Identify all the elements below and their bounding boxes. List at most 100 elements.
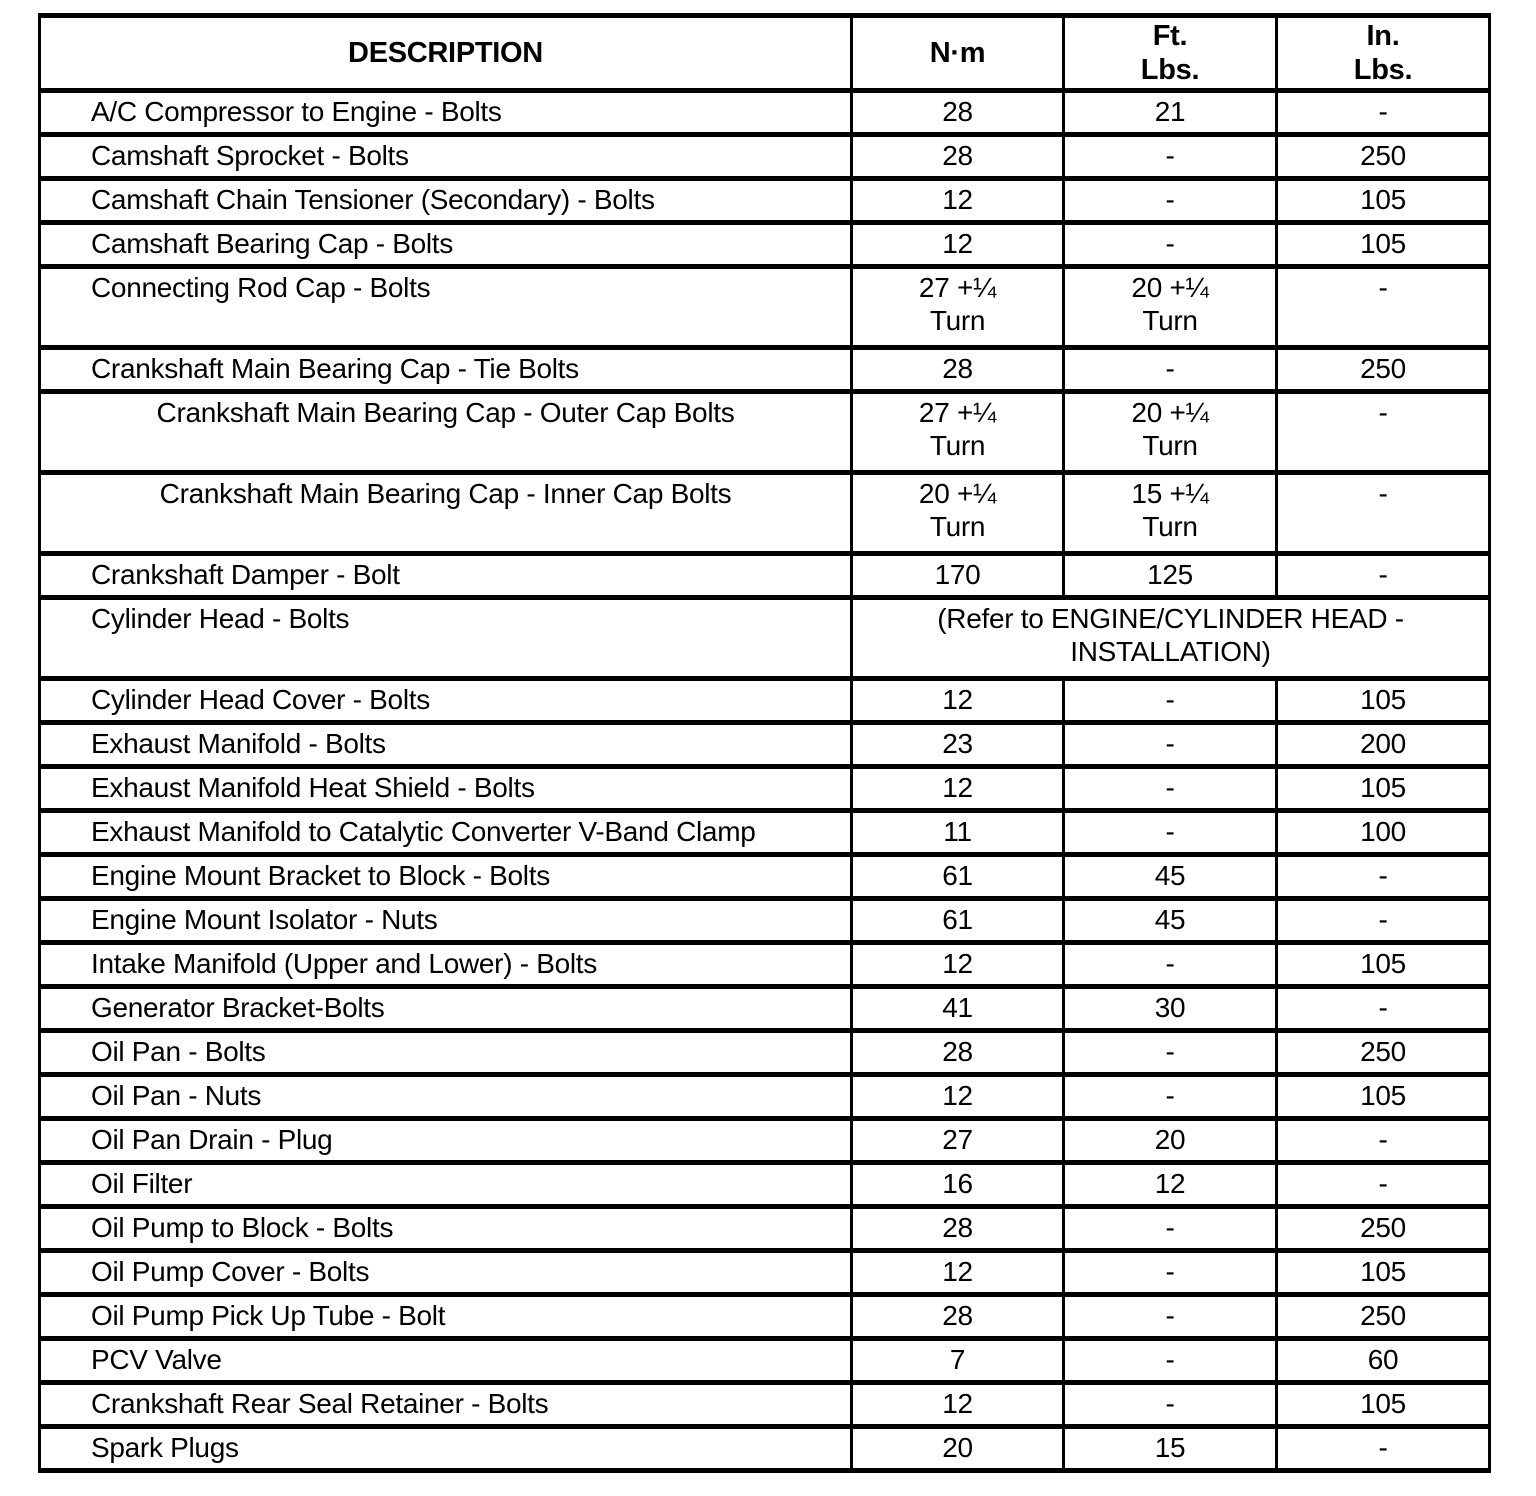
nm-value-cell: 20 bbox=[850, 1424, 1065, 1473]
nm-value-cell: 27 +¼ Turn bbox=[850, 264, 1065, 350]
nm-value-cell: 16 bbox=[850, 1160, 1065, 1209]
table-row: Oil Pump to Block - Bolts 28-250 bbox=[38, 1204, 1491, 1253]
nm-value-cell: 12 bbox=[850, 1380, 1065, 1429]
nm-value-cell: 20 +¼ Turn bbox=[850, 470, 1065, 556]
table-row: Connecting Rod Cap - Bolts 27 +¼ Turn 20 +… bbox=[38, 264, 1491, 350]
description-cell: Engine Mount Isolator - Nuts bbox=[38, 896, 853, 945]
in-value-cell: 105 bbox=[1275, 220, 1491, 269]
description-cell: Cylinder Head Cover - Bolts bbox=[38, 676, 853, 725]
ft-value-cell: - bbox=[1062, 676, 1278, 725]
ft-value-cell: - bbox=[1062, 1072, 1278, 1121]
table-row: Oil Pump Pick Up Tube - Bolt 28-250 bbox=[38, 1292, 1491, 1341]
table-row: Crankshaft Main Bearing Cap - Tie Bolts 2… bbox=[38, 345, 1491, 394]
nm-value-cell: 28 bbox=[850, 1028, 1065, 1077]
nm-value-cell: 12 bbox=[850, 1248, 1065, 1297]
in-value-cell: - bbox=[1275, 1160, 1491, 1209]
description-cell: Crankshaft Main Bearing Cap - Outer Cap … bbox=[38, 389, 853, 475]
header-row: DESCRIPTION N·m Ft. Lbs. In. Lbs. bbox=[38, 13, 1491, 93]
in-value-cell: 60 bbox=[1275, 1336, 1491, 1385]
table-row: Intake Manifold (Upper and Lower) - Bolt… bbox=[38, 940, 1491, 989]
table-row: Engine Mount Bracket to Block - Bolts 61 4… bbox=[38, 852, 1491, 901]
description-cell: Generator Bracket-Bolts bbox=[38, 984, 853, 1033]
in-value-cell: - bbox=[1275, 852, 1491, 901]
in-value-cell: - bbox=[1275, 470, 1491, 556]
description-cell: Crankshaft Rear Seal Retainer - Bolts bbox=[38, 1380, 853, 1429]
nm-value-cell: 41 bbox=[850, 984, 1065, 1033]
ft-value-cell: 20 +¼ Turn bbox=[1062, 389, 1278, 475]
description-cell: Cylinder Head - Bolts bbox=[38, 595, 853, 681]
description-cell: A/C Compressor to Engine - Bolts bbox=[38, 88, 853, 137]
description-cell: Exhaust Manifold Heat Shield - Bolts bbox=[38, 764, 853, 813]
ft-value-cell: - bbox=[1062, 345, 1278, 394]
table-row: Crankshaft Damper - Bolt 170 125- bbox=[38, 551, 1491, 600]
table-row: Crankshaft Rear Seal Retainer - Bolts 12-… bbox=[38, 1380, 1491, 1429]
nm-value-cell: 28 bbox=[850, 1204, 1065, 1253]
table-row: Oil Pump Cover - Bolts 12-105 bbox=[38, 1248, 1491, 1297]
in-value-cell: 105 bbox=[1275, 940, 1491, 989]
description-cell: Exhaust Manifold to Catalytic Converter … bbox=[38, 808, 853, 857]
ft-value-cell: - bbox=[1062, 132, 1278, 181]
nm-value-cell: 11 bbox=[850, 808, 1065, 857]
description-cell: Oil Pump to Block - Bolts bbox=[38, 1204, 853, 1253]
in-value-cell: 105 bbox=[1275, 1072, 1491, 1121]
ft-value-cell: - bbox=[1062, 1248, 1278, 1297]
in-value-cell: 105 bbox=[1275, 676, 1491, 725]
table-row: A/C Compressor to Engine - Bolts 28 21- bbox=[38, 88, 1491, 137]
table-row: PCV Valve 7-60 bbox=[38, 1336, 1491, 1385]
table-row: Oil Pan - Bolts 28-250 bbox=[38, 1028, 1491, 1077]
nm-value-cell: 28 bbox=[850, 132, 1065, 181]
in-value-cell: - bbox=[1275, 88, 1491, 137]
nm-value-cell: 61 bbox=[850, 896, 1065, 945]
description-cell: Camshaft Bearing Cap - Bolts bbox=[38, 220, 853, 269]
nm-value-cell: 27 +¼ Turn bbox=[850, 389, 1065, 475]
in-value-cell: 250 bbox=[1275, 132, 1491, 181]
table-row: Exhaust Manifold - Bolts 23-200 bbox=[38, 720, 1491, 769]
ft-value-cell: - bbox=[1062, 808, 1278, 857]
description-cell: Engine Mount Bracket to Block - Bolts bbox=[38, 852, 853, 901]
table-row: Cylinder Head Cover - Bolts 12-105 bbox=[38, 676, 1491, 725]
table-row: Spark Plugs 20 15- bbox=[38, 1424, 1491, 1473]
table-body: A/C Compressor to Engine - Bolts 28 21- Cam… bbox=[38, 88, 1491, 1473]
col-header-in-lbs: In. Lbs. bbox=[1275, 13, 1491, 93]
table-row: Engine Mount Isolator - Nuts 61 45- bbox=[38, 896, 1491, 945]
table-row: Camshaft Chain Tensioner (Secondary) - B… bbox=[38, 176, 1491, 225]
nm-value-cell: 12 bbox=[850, 764, 1065, 813]
description-cell: Exhaust Manifold - Bolts bbox=[38, 720, 853, 769]
nm-value-cell: 28 bbox=[850, 1292, 1065, 1341]
table-row: Camshaft Bearing Cap - Bolts 12-105 bbox=[38, 220, 1491, 269]
in-value-cell: - bbox=[1275, 551, 1491, 600]
in-value-cell: 200 bbox=[1275, 720, 1491, 769]
ft-value-cell: - bbox=[1062, 1336, 1278, 1385]
in-value-cell: 105 bbox=[1275, 1248, 1491, 1297]
merged-note-cell: (Refer to ENGINE/CYLINDER HEAD - INSTALL… bbox=[850, 595, 1491, 681]
ft-value-cell: 30 bbox=[1062, 984, 1278, 1033]
ft-value-cell: - bbox=[1062, 764, 1278, 813]
ft-value-cell: 125 bbox=[1062, 551, 1278, 600]
ft-value-cell: 45 bbox=[1062, 896, 1278, 945]
description-cell: Crankshaft Main Bearing Cap - Inner Cap … bbox=[38, 470, 853, 556]
col-header-description: DESCRIPTION bbox=[38, 13, 853, 93]
nm-value-cell: 28 bbox=[850, 88, 1065, 137]
nm-value-cell: 12 bbox=[850, 176, 1065, 225]
nm-value-cell: 12 bbox=[850, 1072, 1065, 1121]
table-row: Camshaft Sprocket - Bolts 28-250 bbox=[38, 132, 1491, 181]
description-cell: Intake Manifold (Upper and Lower) - Bolt… bbox=[38, 940, 853, 989]
description-cell: Camshaft Chain Tensioner (Secondary) - B… bbox=[38, 176, 853, 225]
in-value-cell: 100 bbox=[1275, 808, 1491, 857]
ft-value-cell: - bbox=[1062, 1028, 1278, 1077]
description-cell: Spark Plugs bbox=[38, 1424, 853, 1473]
description-cell: PCV Valve bbox=[38, 1336, 853, 1385]
description-cell: Oil Filter bbox=[38, 1160, 853, 1209]
ft-value-cell: 20 +¼ Turn bbox=[1062, 264, 1278, 350]
nm-value-cell: 12 bbox=[850, 676, 1065, 725]
ft-value-cell: - bbox=[1062, 1204, 1278, 1253]
col-header-nm: N·m bbox=[850, 13, 1065, 93]
ft-value-cell: 15 +¼ Turn bbox=[1062, 470, 1278, 556]
in-value-cell: - bbox=[1275, 389, 1491, 475]
description-cell: Crankshaft Main Bearing Cap - Tie Bolts bbox=[38, 345, 853, 394]
ft-value-cell: - bbox=[1062, 1292, 1278, 1341]
in-value-cell: 250 bbox=[1275, 345, 1491, 394]
ft-value-cell: 15 bbox=[1062, 1424, 1278, 1473]
ft-value-cell: 20 bbox=[1062, 1116, 1278, 1165]
